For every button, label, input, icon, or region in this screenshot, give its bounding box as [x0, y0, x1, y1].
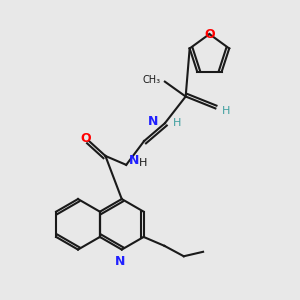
Text: O: O [80, 132, 91, 145]
Text: N: N [115, 255, 125, 268]
Text: H: H [173, 118, 182, 128]
Text: H: H [222, 106, 230, 116]
Text: O: O [204, 28, 215, 40]
Text: H: H [138, 158, 147, 168]
Text: CH₃: CH₃ [142, 75, 160, 85]
Text: N: N [128, 154, 139, 167]
Text: N: N [148, 115, 158, 128]
